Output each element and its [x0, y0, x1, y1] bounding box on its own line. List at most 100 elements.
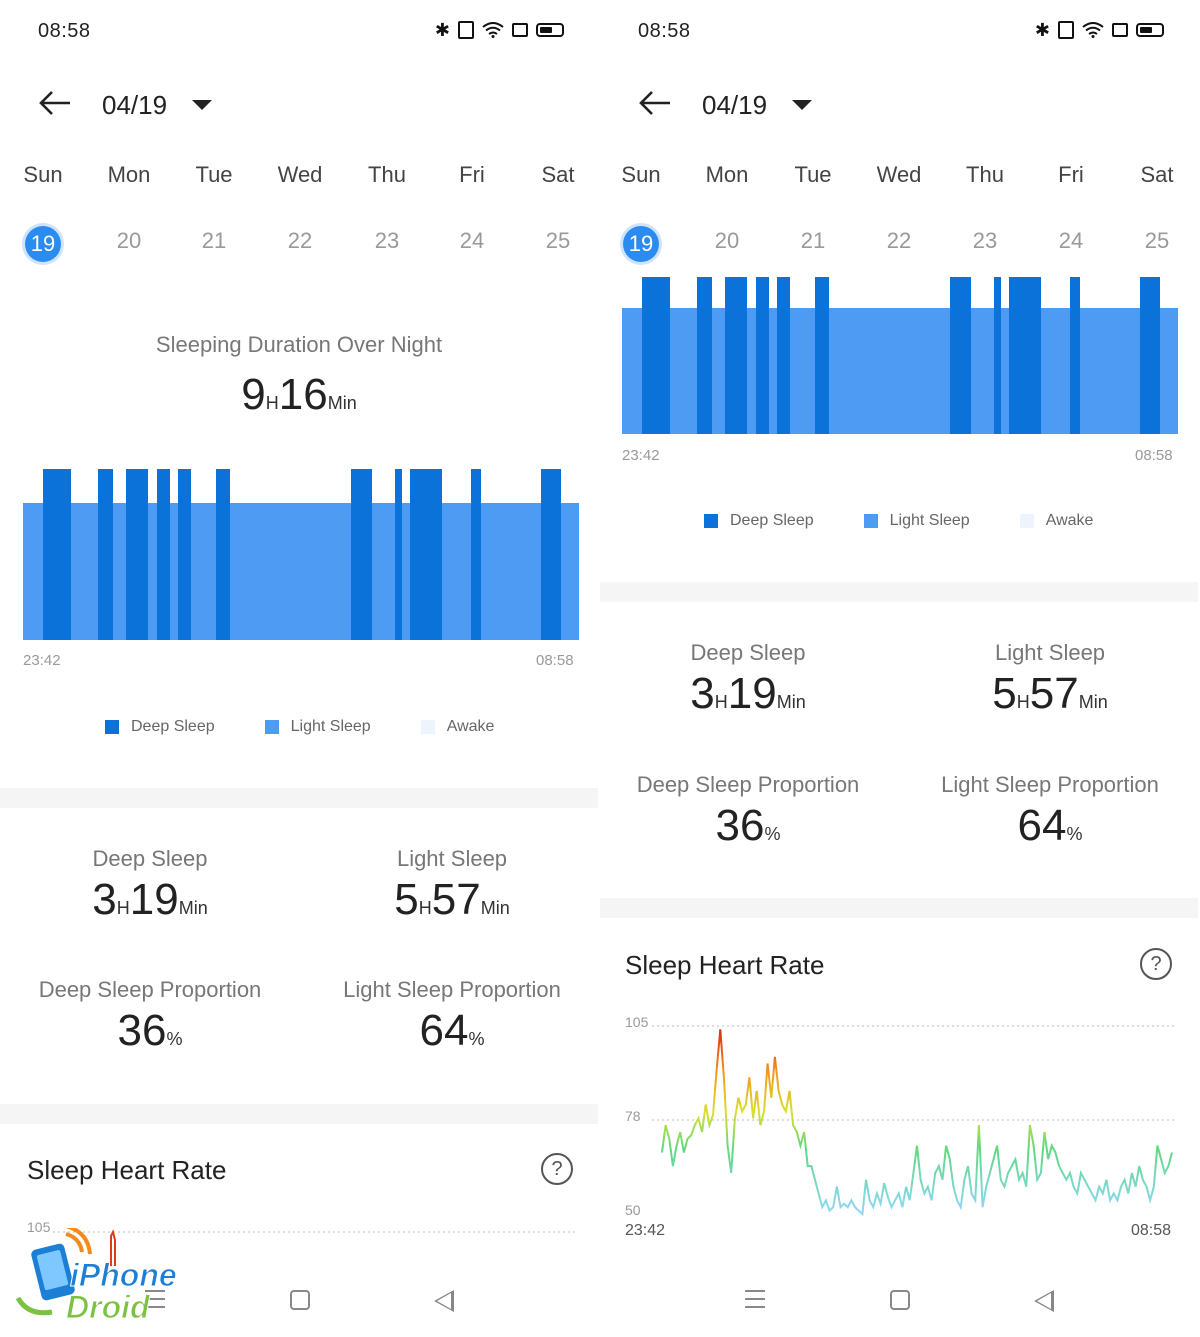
- date-title[interactable]: 04/19: [702, 90, 768, 120]
- hours-value: 9: [241, 370, 266, 419]
- day-name: Fri: [1058, 162, 1084, 187]
- hr-line-partial: [110, 1229, 116, 1266]
- light-sleep-band: [622, 308, 1178, 434]
- day-num[interactable]: 25: [1144, 228, 1170, 253]
- deep-sleep-segment: [642, 277, 670, 434]
- deep-minutes: 19: [129, 875, 179, 924]
- section-separator: [0, 788, 598, 808]
- legend-awake-label: Awake: [1045, 512, 1094, 529]
- section-separator: [600, 898, 1198, 918]
- help-icon[interactable]: ?: [541, 1153, 573, 1185]
- deep-sleep-segment: [98, 469, 113, 640]
- back-arrow-icon[interactable]: [38, 88, 72, 118]
- legend-swatch-awake: [1019, 514, 1034, 528]
- heart-rate-title: Sleep Heart Rate: [625, 950, 825, 980]
- day-num[interactable]: 24: [1058, 228, 1084, 253]
- day-num[interactable]: 21: [800, 228, 826, 253]
- legend-light: Light Sleep: [264, 718, 371, 736]
- hr-y-mid: 78: [625, 1108, 641, 1124]
- deep-sleep-segment: [1009, 277, 1041, 434]
- status-icons: ✱: [1035, 18, 1164, 42]
- svg-text:Droid: Droid: [66, 1289, 151, 1325]
- day-num[interactable]: 23: [374, 228, 400, 253]
- deep-sleep-segment: [541, 469, 561, 640]
- menu-icon[interactable]: [145, 1290, 165, 1308]
- deep-sleep-segment: [1140, 277, 1160, 434]
- deep-sleep-segment: [351, 469, 372, 640]
- legend-light-label: Light Sleep: [290, 718, 371, 735]
- chart-start-time: 23:42: [622, 447, 660, 464]
- day-num[interactable]: 21: [201, 228, 227, 253]
- nav-back-icon[interactable]: [434, 1290, 454, 1312]
- sleep-stage-chart: [23, 469, 579, 640]
- back-arrow-icon[interactable]: [638, 88, 672, 118]
- deep-proportion-label: Deep Sleep Proportion: [38, 977, 262, 1002]
- day-num[interactable]: 25: [545, 228, 571, 253]
- deep-hours-unit: H: [714, 692, 728, 712]
- deep-sleep-segment: [178, 469, 191, 640]
- light-minutes-unit: Min: [1078, 692, 1108, 712]
- day-name: Sun: [23, 162, 63, 187]
- svg-text:iPhone: iPhone: [70, 1257, 177, 1293]
- chevron-down-icon[interactable]: [192, 100, 212, 110]
- deep-sleep-segment: [777, 277, 790, 434]
- hr-y-min: 50: [625, 1202, 641, 1218]
- legend-deep: Deep Sleep: [704, 512, 814, 530]
- heart-rate-line: [661, 1029, 1173, 1217]
- day-num[interactable]: 20: [116, 228, 142, 253]
- day-num[interactable]: 22: [886, 228, 912, 253]
- legend-swatch-deep: [105, 720, 119, 734]
- help-icon[interactable]: ?: [1140, 948, 1172, 980]
- day-num-selected[interactable]: 19: [25, 226, 61, 262]
- day-name: Thu: [368, 162, 406, 187]
- screen-right: 08:58 ✱ 04/19 Sun 19 Mon 20 Tue 21 Wed 2…: [600, 0, 1198, 1337]
- day-num[interactable]: 22: [287, 228, 313, 253]
- home-icon[interactable]: [290, 1290, 310, 1310]
- light-sleep-value: 5H57Min: [900, 669, 1198, 719]
- home-icon[interactable]: [890, 1290, 910, 1310]
- deep-sleep-segment: [725, 277, 747, 434]
- nav-bar: [0, 1280, 598, 1320]
- day-num[interactable]: 23: [972, 228, 998, 253]
- light-hours-unit: H: [418, 898, 432, 918]
- vibrate-icon: [458, 21, 474, 39]
- day-num[interactable]: 24: [459, 228, 485, 253]
- deep-sleep-segment: [756, 277, 769, 434]
- summary-title: Sleeping Duration Over Night: [155, 332, 443, 357]
- battery-icon: [536, 23, 564, 37]
- deep-sleep-segment: [1070, 277, 1080, 434]
- menu-icon[interactable]: [745, 1290, 765, 1308]
- nav-bar: [600, 1280, 1198, 1320]
- chart-end-time: 08:58: [1135, 447, 1173, 464]
- minutes-unit: Min: [327, 393, 357, 413]
- hr-end-time: 08:58: [1131, 1222, 1172, 1239]
- legend-swatch-deep: [704, 514, 718, 528]
- legend-swatch-light: [264, 720, 279, 734]
- deep-sleep-value: 3H19Min: [600, 669, 898, 719]
- screen-left: 08:58 ✱ 04/19 Sun 19 Mon 20 Tue 21 Wed 2…: [0, 0, 598, 1337]
- light-minutes: 57: [431, 875, 481, 924]
- day-num-selected[interactable]: 19: [623, 226, 659, 262]
- legend-swatch-awake: [420, 720, 435, 734]
- light-sleep-label: Light Sleep: [994, 640, 1106, 665]
- day-name: Mon: [705, 162, 749, 187]
- light-proportion-label: Light Sleep Proportion: [343, 977, 561, 1002]
- deep-proportion-label: Deep Sleep Proportion: [636, 772, 860, 797]
- light-sleep-band: [23, 503, 579, 640]
- minutes-value: 16: [278, 370, 328, 419]
- day-name: Sun: [621, 162, 661, 187]
- legend-deep: Deep Sleep: [105, 718, 215, 736]
- legend-deep-label: Deep Sleep: [730, 512, 814, 529]
- deep-minutes-unit: Min: [776, 692, 806, 712]
- date-title[interactable]: 04/19: [102, 90, 168, 120]
- chart-end-time: 08:58: [536, 652, 574, 669]
- light-sleep-value: 5H57Min: [302, 875, 598, 925]
- nav-back-icon[interactable]: [1034, 1290, 1054, 1312]
- sim-icon: [1112, 23, 1128, 37]
- light-proportion-unit: %: [468, 1029, 485, 1049]
- light-proportion-label: Light Sleep Proportion: [941, 772, 1159, 797]
- day-name: Thu: [966, 162, 1004, 187]
- battery-icon: [1136, 23, 1164, 37]
- chevron-down-icon[interactable]: [792, 100, 812, 110]
- day-num[interactable]: 20: [714, 228, 740, 253]
